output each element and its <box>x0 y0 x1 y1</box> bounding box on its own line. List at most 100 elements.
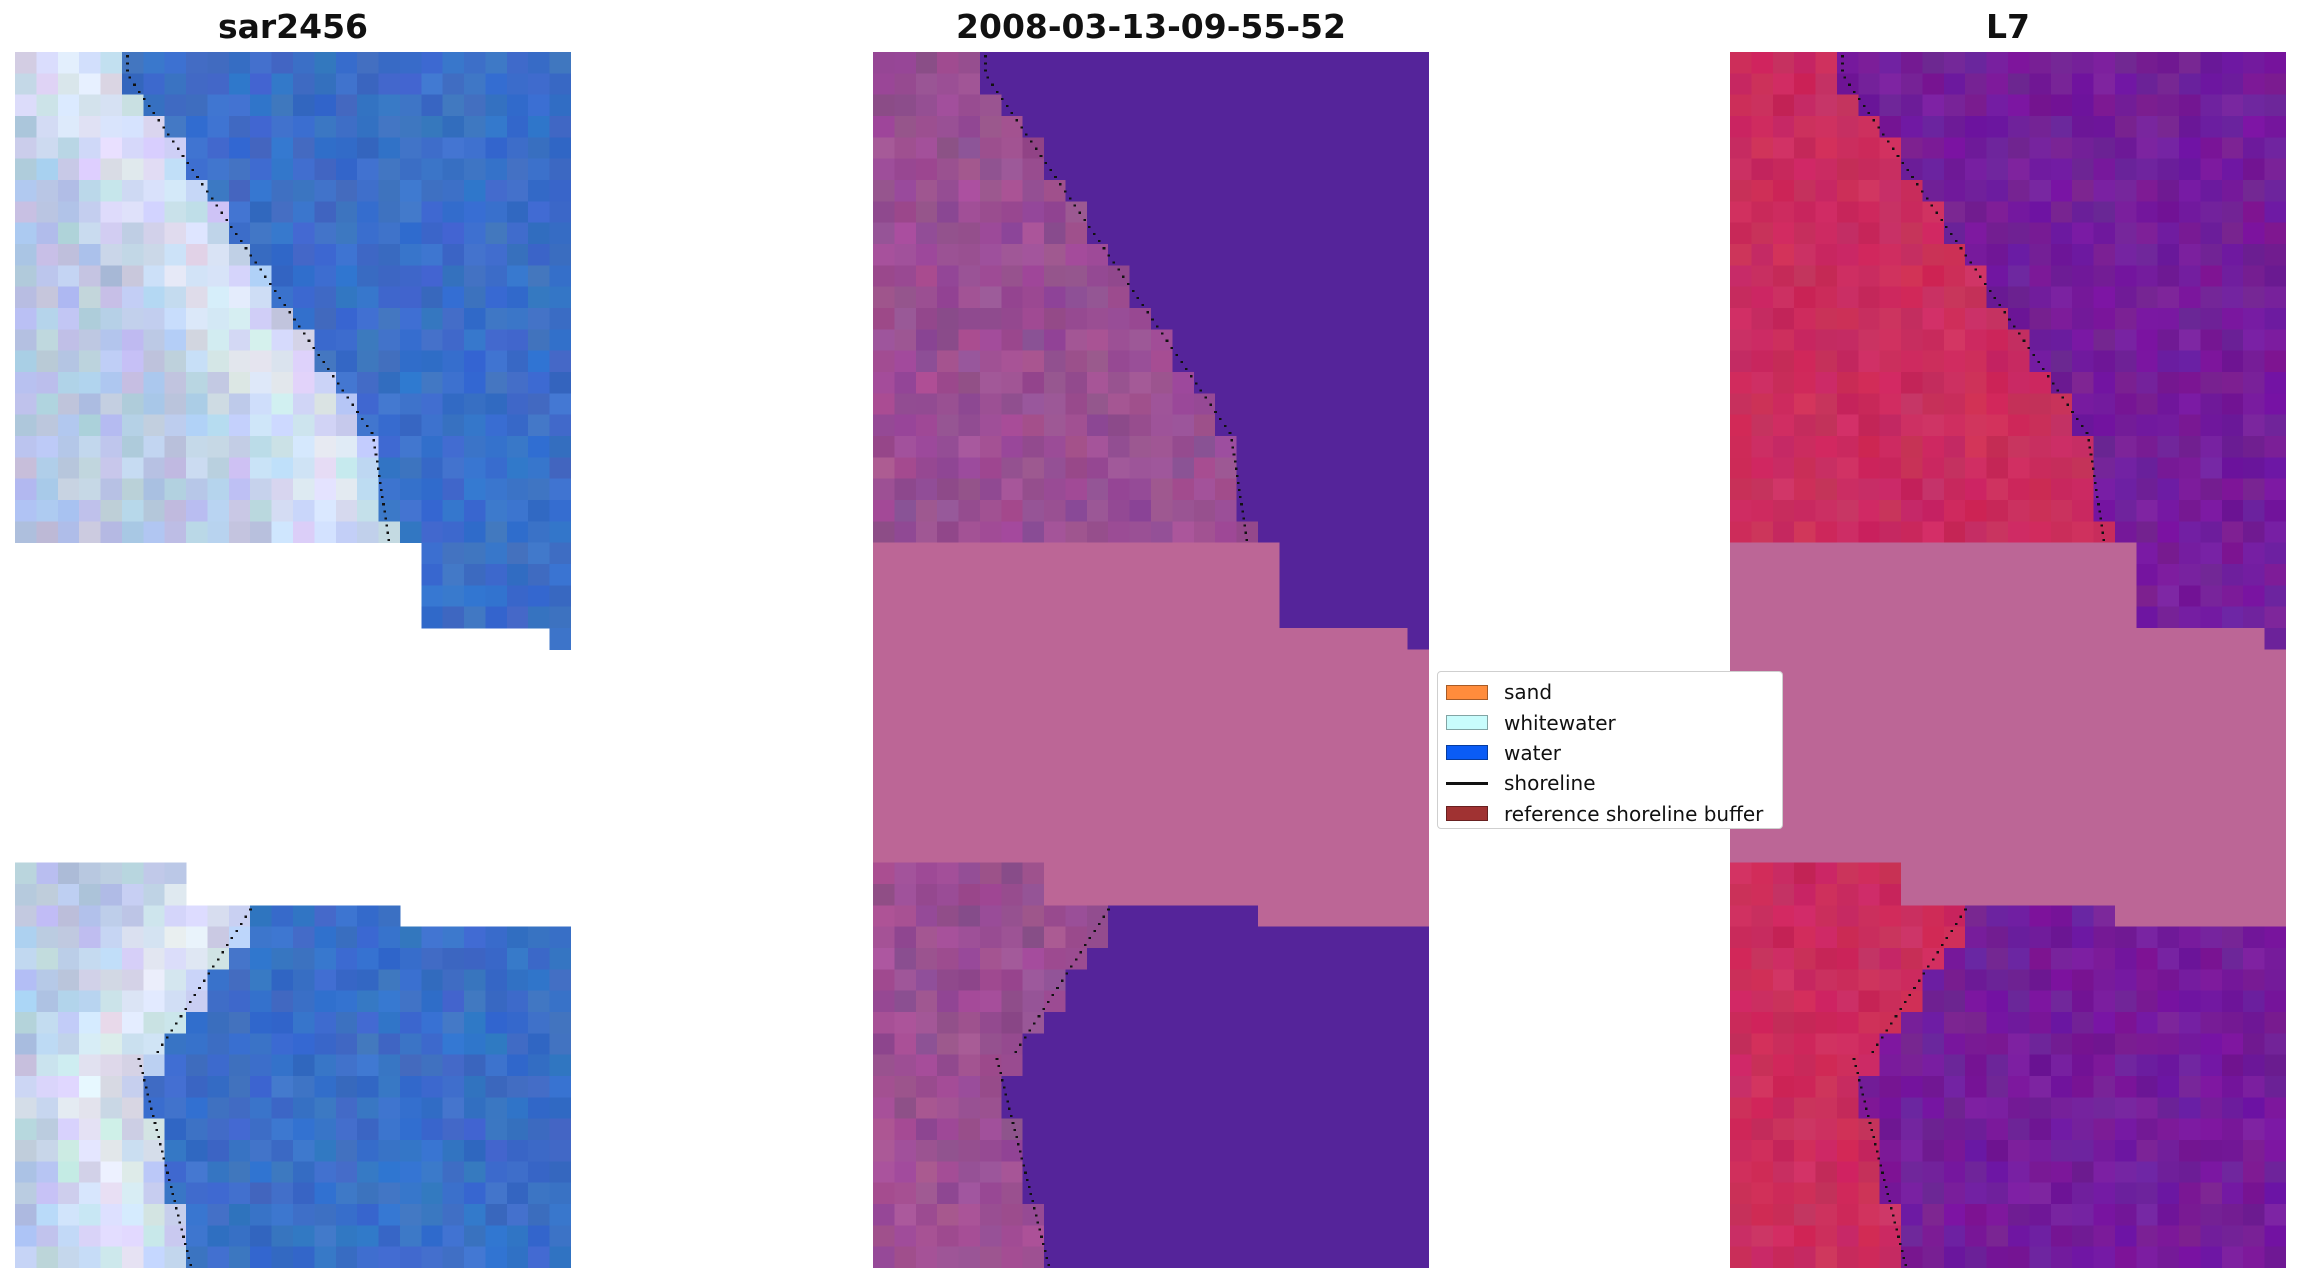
image-pixel <box>979 286 1002 309</box>
image-pixel <box>2072 265 2094 288</box>
image-pixel <box>979 329 1002 352</box>
image-pixel <box>250 137 273 160</box>
image-pixel <box>1836 1097 1859 1120</box>
image-pixel <box>1193 1140 1216 1162</box>
image-pixel <box>1901 841 1923 864</box>
image-pixel <box>485 94 508 117</box>
image-pixel <box>250 94 273 117</box>
image-pixel <box>1986 670 2009 693</box>
image-pixel <box>1730 73 1752 96</box>
image-pixel <box>143 521 166 544</box>
image-pixel <box>1965 137 1988 160</box>
image-pixel <box>2264 414 2286 437</box>
image-pixel <box>2029 1246 2052 1268</box>
image-pixel <box>873 222 895 245</box>
image-pixel <box>1751 1012 1774 1034</box>
image-pixel <box>2008 884 2030 906</box>
image-pixel <box>2093 926 2116 949</box>
image-pixel <box>1343 372 1366 394</box>
image-pixel <box>1858 649 1881 672</box>
image-pixel <box>1343 1054 1366 1077</box>
image-pixel <box>57 308 80 330</box>
image-pixel <box>2157 1204 2180 1226</box>
shoreline-dot <box>2100 524 2104 527</box>
image-pixel <box>873 1033 895 1056</box>
image-pixel <box>1257 1161 1280 1184</box>
image-pixel <box>464 1140 486 1162</box>
image-pixel <box>1943 798 1966 821</box>
image-pixel <box>1129 393 1152 416</box>
image-pixel <box>2050 329 2073 352</box>
image-pixel <box>894 564 917 586</box>
image-pixel <box>250 905 273 928</box>
image-pixel <box>1922 884 1945 906</box>
image-pixel <box>164 94 187 117</box>
image-pixel <box>894 670 917 693</box>
image-pixel <box>1151 862 1173 885</box>
shoreline-dot <box>268 282 272 285</box>
image-pixel <box>549 436 571 458</box>
image-pixel <box>1965 52 1988 74</box>
image-pixel <box>57 73 80 96</box>
image-pixel <box>1858 1054 1881 1077</box>
image-pixel <box>1322 692 1344 714</box>
image-pixel <box>1022 137 1045 160</box>
image-pixel <box>1922 180 1945 202</box>
image-pixel <box>2008 201 2030 224</box>
image-pixel <box>2093 948 2116 970</box>
image-pixel <box>1151 222 1173 245</box>
image-pixel <box>2157 713 2180 736</box>
image-pixel <box>894 116 917 138</box>
image-pixel <box>979 372 1002 394</box>
image-pixel <box>335 393 358 416</box>
image-pixel <box>2029 1225 2052 1248</box>
shoreline-dot <box>1093 929 1096 932</box>
image-pixel <box>1322 180 1344 202</box>
image-pixel <box>399 414 422 437</box>
image-pixel <box>1815 222 1838 245</box>
image-pixel <box>314 1012 337 1034</box>
image-pixel <box>1151 542 1173 565</box>
image-pixel <box>1879 649 1902 672</box>
image-pixel <box>1879 692 1902 714</box>
image-pixel <box>1257 1246 1280 1268</box>
image-pixel <box>1279 1182 1302 1205</box>
image-pixel <box>549 286 571 309</box>
image-pixel <box>1172 798 1195 821</box>
image-pixel <box>79 1076 101 1098</box>
image-pixel <box>1044 734 1066 757</box>
image-pixel <box>1986 52 2009 74</box>
image-pixel <box>1322 777 1344 800</box>
image-pixel <box>1943 244 1966 266</box>
image-pixel <box>164 180 187 202</box>
shoreline-dot <box>1047 1264 1050 1267</box>
image-pixel <box>1943 265 1966 288</box>
image-pixel <box>143 137 166 160</box>
image-pixel <box>894 820 917 842</box>
image-pixel <box>2157 158 2180 181</box>
image-pixel <box>121 500 144 522</box>
image-pixel <box>1065 969 1088 992</box>
image-pixel <box>2008 606 2030 629</box>
shoreline-dot <box>156 1050 160 1053</box>
image-pixel <box>1815 1054 1838 1077</box>
image-pixel <box>1836 905 1859 928</box>
image-pixel <box>57 244 80 266</box>
image-pixel <box>2072 1118 2094 1141</box>
image-pixel <box>207 990 230 1013</box>
image-pixel <box>1901 798 1923 821</box>
image-pixel <box>549 1054 571 1077</box>
image-pixel <box>378 308 401 330</box>
image-pixel <box>2136 52 2159 74</box>
image-pixel <box>1364 628 1387 650</box>
shoreline-dot <box>1033 1022 1036 1025</box>
image-pixel <box>1364 73 1387 96</box>
image-pixel <box>549 1097 571 1120</box>
image-pixel <box>378 1140 401 1162</box>
image-pixel <box>1172 1076 1195 1098</box>
shoreline-dot <box>2056 389 2060 392</box>
image-pixel <box>1151 564 1173 586</box>
image-pixel <box>2136 372 2159 394</box>
image-pixel <box>1943 1012 1966 1034</box>
image-pixel <box>979 137 1002 160</box>
